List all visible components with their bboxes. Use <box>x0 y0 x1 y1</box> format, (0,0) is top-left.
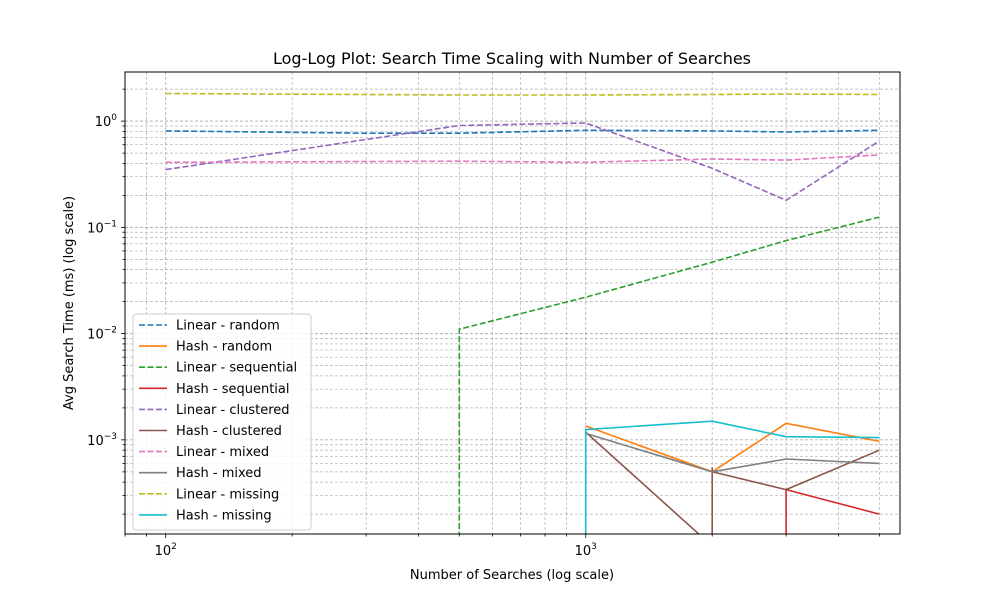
series-line-linear-sequential <box>458 216 880 534</box>
series-lines <box>165 92 880 534</box>
legend-entry: Hash - random <box>176 340 272 355</box>
y-tick-label: 100 <box>95 113 118 130</box>
y-tick-label: 10−1 <box>87 219 117 236</box>
series-line-hash-random <box>585 422 880 473</box>
y-tick-label: 10−3 <box>87 432 117 449</box>
legend-entry: Linear - random <box>176 319 280 334</box>
y-tick-label: 10−2 <box>87 326 117 343</box>
legend-entry: Linear - missing <box>176 487 279 502</box>
series-line-hash-missing <box>584 420 880 534</box>
x-tick-label: 102 <box>155 542 177 559</box>
legend-entry: Linear - clustered <box>176 403 290 418</box>
legend-entry: Hash - sequential <box>176 382 290 397</box>
legend-entry: Linear - sequential <box>176 361 297 376</box>
x-axis-label: Number of Searches (log scale) <box>410 568 614 583</box>
plot-frame <box>124 71 901 535</box>
legend: Linear - random Hash - random Linear - seq… <box>132 313 312 531</box>
series-line-hash-clustered <box>585 431 880 534</box>
y-axis-label: Avg Search Time (ms) (log scale) <box>62 196 77 410</box>
chart-title: Log-Log Plot: Search Time Scaling with N… <box>273 49 751 68</box>
legend-entry: Hash - clustered <box>176 424 282 439</box>
series-line-hash-mixed <box>585 432 880 473</box>
grid <box>124 72 900 534</box>
series-line-linear-random <box>165 129 880 134</box>
legend-entry: Hash - missing <box>176 508 272 523</box>
x-tick-label: 103 <box>575 542 597 559</box>
axis-ticks: 102 103 10−3 10−2 10−1 100 <box>87 88 880 559</box>
legend-entry: Hash - mixed <box>176 466 262 481</box>
legend-box <box>132 313 312 531</box>
legend-entry: Linear - mixed <box>176 445 269 460</box>
series-line-linear-clustered <box>165 122 880 202</box>
